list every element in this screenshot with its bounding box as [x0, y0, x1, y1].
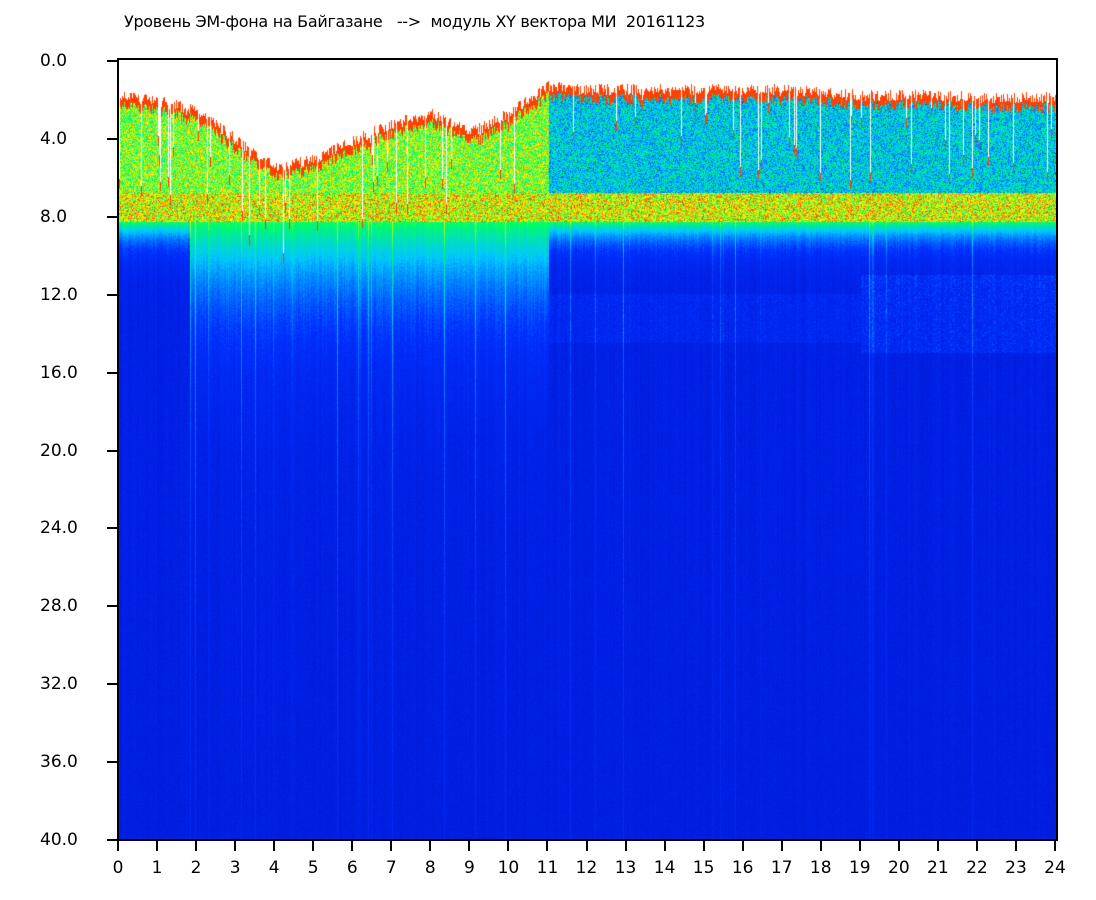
x-tick-label: 8 — [424, 858, 436, 878]
x-tick — [156, 841, 159, 851]
y-tick-label: 0.0 — [40, 51, 68, 71]
y-tick-label: 4.0 — [40, 128, 68, 149]
x-tick — [1014, 841, 1017, 851]
x-tick-label: 0 — [112, 858, 124, 878]
x-tick — [819, 841, 822, 851]
x-tick — [585, 841, 588, 851]
x-tick — [1054, 841, 1056, 851]
x-tick — [468, 841, 471, 851]
y-tick-label: 40.0 — [40, 830, 78, 850]
y-tick — [107, 137, 117, 140]
heatmap-canvas — [119, 60, 1056, 839]
x-tick-label: 6 — [346, 858, 358, 878]
y-tick-label: 24.0 — [40, 518, 78, 539]
x-tick-label: 2 — [190, 858, 202, 878]
x-tick-label: 5 — [307, 858, 319, 878]
x-tick — [936, 841, 939, 851]
x-tick-label: 10 — [497, 858, 520, 878]
x-tick-label: 17 — [770, 858, 793, 878]
x-tick — [663, 841, 666, 851]
x-tick — [312, 841, 315, 851]
x-tick-label: 22 — [966, 858, 988, 878]
chart-title: Уровень ЭМ-фона на Байгазане --> модуль … — [124, 12, 705, 31]
x-tick — [897, 841, 900, 851]
x-tick-label: 7 — [385, 858, 397, 878]
x-tick-label: 3 — [229, 858, 241, 878]
y-tick — [107, 761, 117, 764]
x-tick-label: 24 — [1044, 858, 1066, 878]
x-tick — [702, 841, 705, 851]
plot-area — [117, 58, 1058, 841]
x-tick-label: 13 — [614, 858, 637, 878]
x-tick — [546, 841, 549, 851]
x-tick-label: 15 — [692, 858, 715, 878]
x-tick — [234, 841, 237, 851]
x-tick — [624, 841, 627, 851]
y-tick — [107, 839, 117, 841]
y-tick-label: 8.0 — [40, 206, 68, 227]
x-tick — [429, 841, 432, 851]
x-tick — [780, 841, 783, 851]
x-tick — [351, 841, 354, 851]
y-tick-label: 20.0 — [40, 440, 78, 461]
y-tick — [107, 605, 117, 608]
x-tick — [507, 841, 510, 851]
x-tick-label: 11 — [536, 858, 559, 878]
x-tick — [273, 841, 276, 851]
x-tick — [975, 841, 978, 851]
y-tick-label: 36.0 — [40, 752, 78, 773]
y-tick-label: 12.0 — [40, 284, 78, 305]
x-tick — [858, 841, 861, 851]
y-tick — [107, 60, 117, 62]
y-tick-label: 32.0 — [40, 674, 78, 695]
x-tick — [195, 841, 198, 851]
x-tick-label: 21 — [927, 858, 949, 878]
y-tick — [107, 527, 117, 530]
x-tick-label: 4 — [268, 858, 280, 878]
y-tick-label: 28.0 — [40, 596, 78, 617]
y-tick — [107, 371, 117, 374]
x-tick-label: 9 — [463, 858, 475, 878]
x-tick-label: 23 — [1005, 858, 1027, 878]
x-tick-label: 1 — [151, 858, 163, 878]
x-tick — [741, 841, 744, 851]
y-tick — [107, 683, 117, 686]
x-tick-label: 19 — [848, 858, 871, 878]
y-tick — [107, 449, 117, 452]
y-tick — [107, 293, 117, 296]
y-tick-label: 16.0 — [40, 362, 78, 383]
y-tick — [107, 215, 117, 218]
x-tick-label: 14 — [653, 858, 676, 878]
x-tick — [117, 841, 119, 851]
x-tick-label: 16 — [731, 858, 754, 878]
x-tick-label: 20 — [888, 858, 910, 878]
x-tick-label: 12 — [575, 858, 598, 878]
x-tick-label: 18 — [809, 858, 832, 878]
x-tick — [390, 841, 393, 851]
